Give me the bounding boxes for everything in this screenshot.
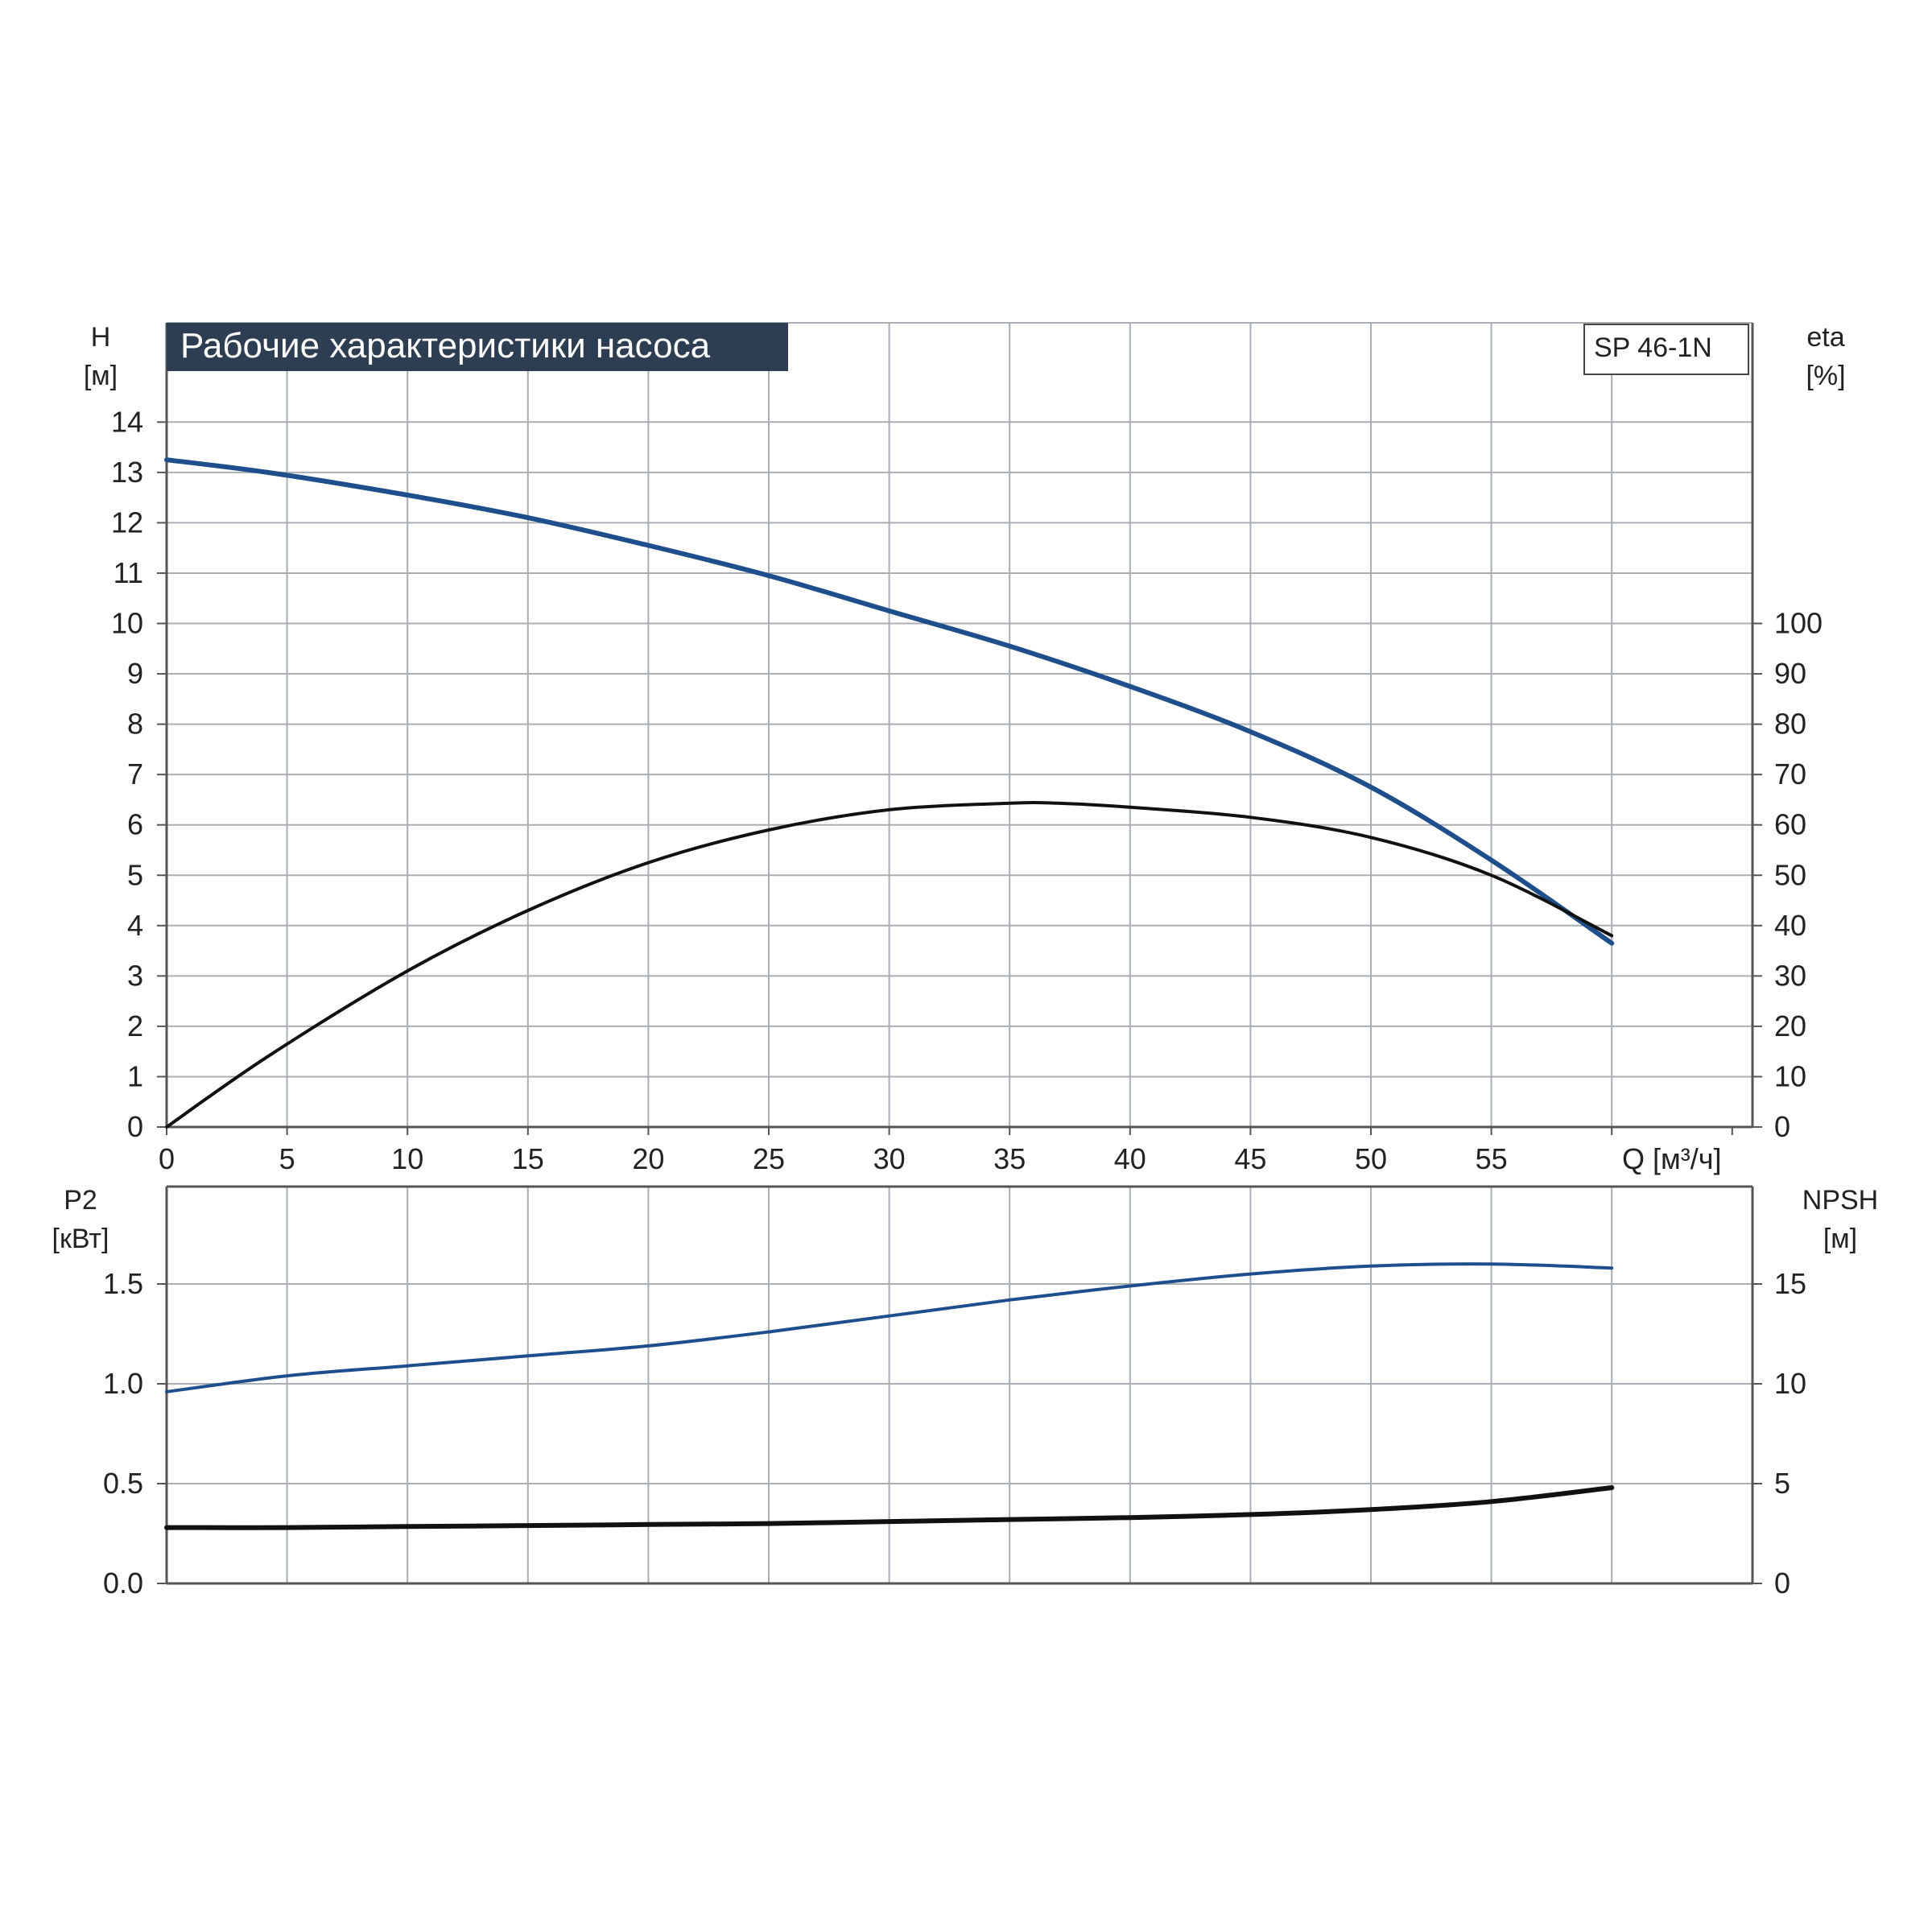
y-right-tick-label: 100 bbox=[1774, 607, 1823, 640]
y-left-tick-label: 9 bbox=[127, 657, 143, 690]
top-grid bbox=[157, 322, 1762, 1135]
figure-background bbox=[0, 322, 1932, 1610]
y-right-tick-label: 10 bbox=[1774, 1059, 1806, 1092]
y-left-label-line1: H bbox=[91, 322, 111, 353]
p2-tick-label: 1.5 bbox=[103, 1267, 143, 1300]
npsh-tick-label: 10 bbox=[1774, 1367, 1806, 1400]
y-right-tick-label: 40 bbox=[1774, 909, 1806, 942]
bottom-tick-labels: 0.0 0.5 1.0 1.5 0 5 10 15 bbox=[103, 1267, 1806, 1600]
y-right-tick-label: 30 bbox=[1774, 959, 1806, 992]
y-right-tick-label: 90 bbox=[1774, 657, 1806, 690]
p2-tick-label: 0.0 bbox=[103, 1567, 143, 1600]
x-tick-label: 40 bbox=[1114, 1142, 1146, 1175]
head-curve-line bbox=[164, 457, 1615, 946]
y-left-tick-label: 5 bbox=[127, 858, 143, 891]
y-left-tick-label: 11 bbox=[114, 556, 143, 589]
x-tick-label: 10 bbox=[391, 1142, 423, 1175]
y-left-tick-label: 0 bbox=[127, 1110, 143, 1143]
x-axis-label: Q [м³/ч] bbox=[1622, 1142, 1722, 1175]
x-tick-label: 20 bbox=[632, 1142, 664, 1175]
y-right-tick-label: 80 bbox=[1774, 708, 1806, 741]
y-left-tick-label: 6 bbox=[127, 808, 143, 841]
y-left-tick-label: 7 bbox=[127, 758, 143, 791]
x-tick-label: 5 bbox=[279, 1142, 295, 1175]
y-left-tick-label: 12 bbox=[111, 506, 143, 539]
npsh-tick-label: 5 bbox=[1774, 1467, 1790, 1500]
x-tick-label: 15 bbox=[512, 1142, 544, 1175]
y-left-tick-label: 8 bbox=[127, 708, 143, 741]
x-tick-label: 35 bbox=[993, 1142, 1026, 1175]
p2-label-line2: [кВт] bbox=[52, 1224, 109, 1254]
y-left-tick-label: 13 bbox=[111, 456, 143, 489]
y-left-tick-label: 2 bbox=[127, 1009, 143, 1042]
y-right-tick-label: 60 bbox=[1774, 808, 1806, 841]
npsh-tick-label: 15 bbox=[1774, 1267, 1806, 1300]
y-left-tick-label: 10 bbox=[111, 607, 143, 640]
y-left-tick-label: 1 bbox=[127, 1059, 143, 1092]
y-left-tick-label: 14 bbox=[111, 405, 143, 438]
x-tick-label: 0 bbox=[159, 1142, 175, 1175]
top-tick-labels: 0 5 10 15 20 25 30 35 40 45 50 55012345678910111213… bbox=[111, 405, 1823, 1175]
x-tick-label: 25 bbox=[753, 1142, 785, 1175]
top-series-group bbox=[164, 457, 1615, 1129]
p2-tick-label: 0.5 bbox=[103, 1467, 143, 1500]
pump-model-badge bbox=[1583, 324, 1749, 375]
x-tick-label: 55 bbox=[1476, 1142, 1508, 1175]
pump-model-label: SP 46-1N bbox=[1594, 332, 1712, 363]
head-efficiency-chart: 0 5 10 15 20 25 30 35 40 45 50 55012345678910111213… bbox=[84, 322, 1846, 1175]
chart-title: Рабочие характеристики насоса bbox=[180, 326, 711, 365]
npsh-curve-line bbox=[164, 1485, 1615, 1530]
npsh-label-line2: [м] bbox=[1823, 1224, 1857, 1254]
y-left-label-line2: [м] bbox=[84, 361, 118, 391]
x-tick-label: 45 bbox=[1234, 1142, 1266, 1175]
power-curve-line bbox=[165, 1262, 1614, 1393]
npsh-label-line1: NPSH bbox=[1802, 1185, 1878, 1216]
p2-tick-label: 1.0 bbox=[103, 1367, 143, 1400]
y-left-tick-label: 4 bbox=[127, 909, 143, 942]
p2-label-line1: P2 bbox=[64, 1185, 97, 1216]
efficiency-curve-line bbox=[165, 800, 1614, 1129]
y-right-label-line1: eta bbox=[1806, 322, 1844, 353]
y-right-tick-label: 50 bbox=[1774, 858, 1806, 891]
chart-title-box bbox=[167, 323, 788, 371]
y-left-tick-label: 3 bbox=[127, 959, 143, 992]
x-tick-label: 50 bbox=[1355, 1142, 1387, 1175]
npsh-tick-label: 0 bbox=[1774, 1567, 1790, 1600]
y-right-tick-label: 20 bbox=[1774, 1009, 1806, 1042]
x-tick-label: 30 bbox=[873, 1142, 906, 1175]
bottom-series-group bbox=[164, 1262, 1615, 1530]
power-npsh-chart: 0.0 0.5 1.0 1.5 0 5 10 15 P2 [кВт] NPSH [м] bbox=[52, 1185, 1879, 1600]
y-right-label-line2: [%] bbox=[1806, 361, 1845, 391]
y-right-tick-label: 70 bbox=[1774, 758, 1806, 791]
y-right-tick-label: 0 bbox=[1774, 1110, 1790, 1143]
